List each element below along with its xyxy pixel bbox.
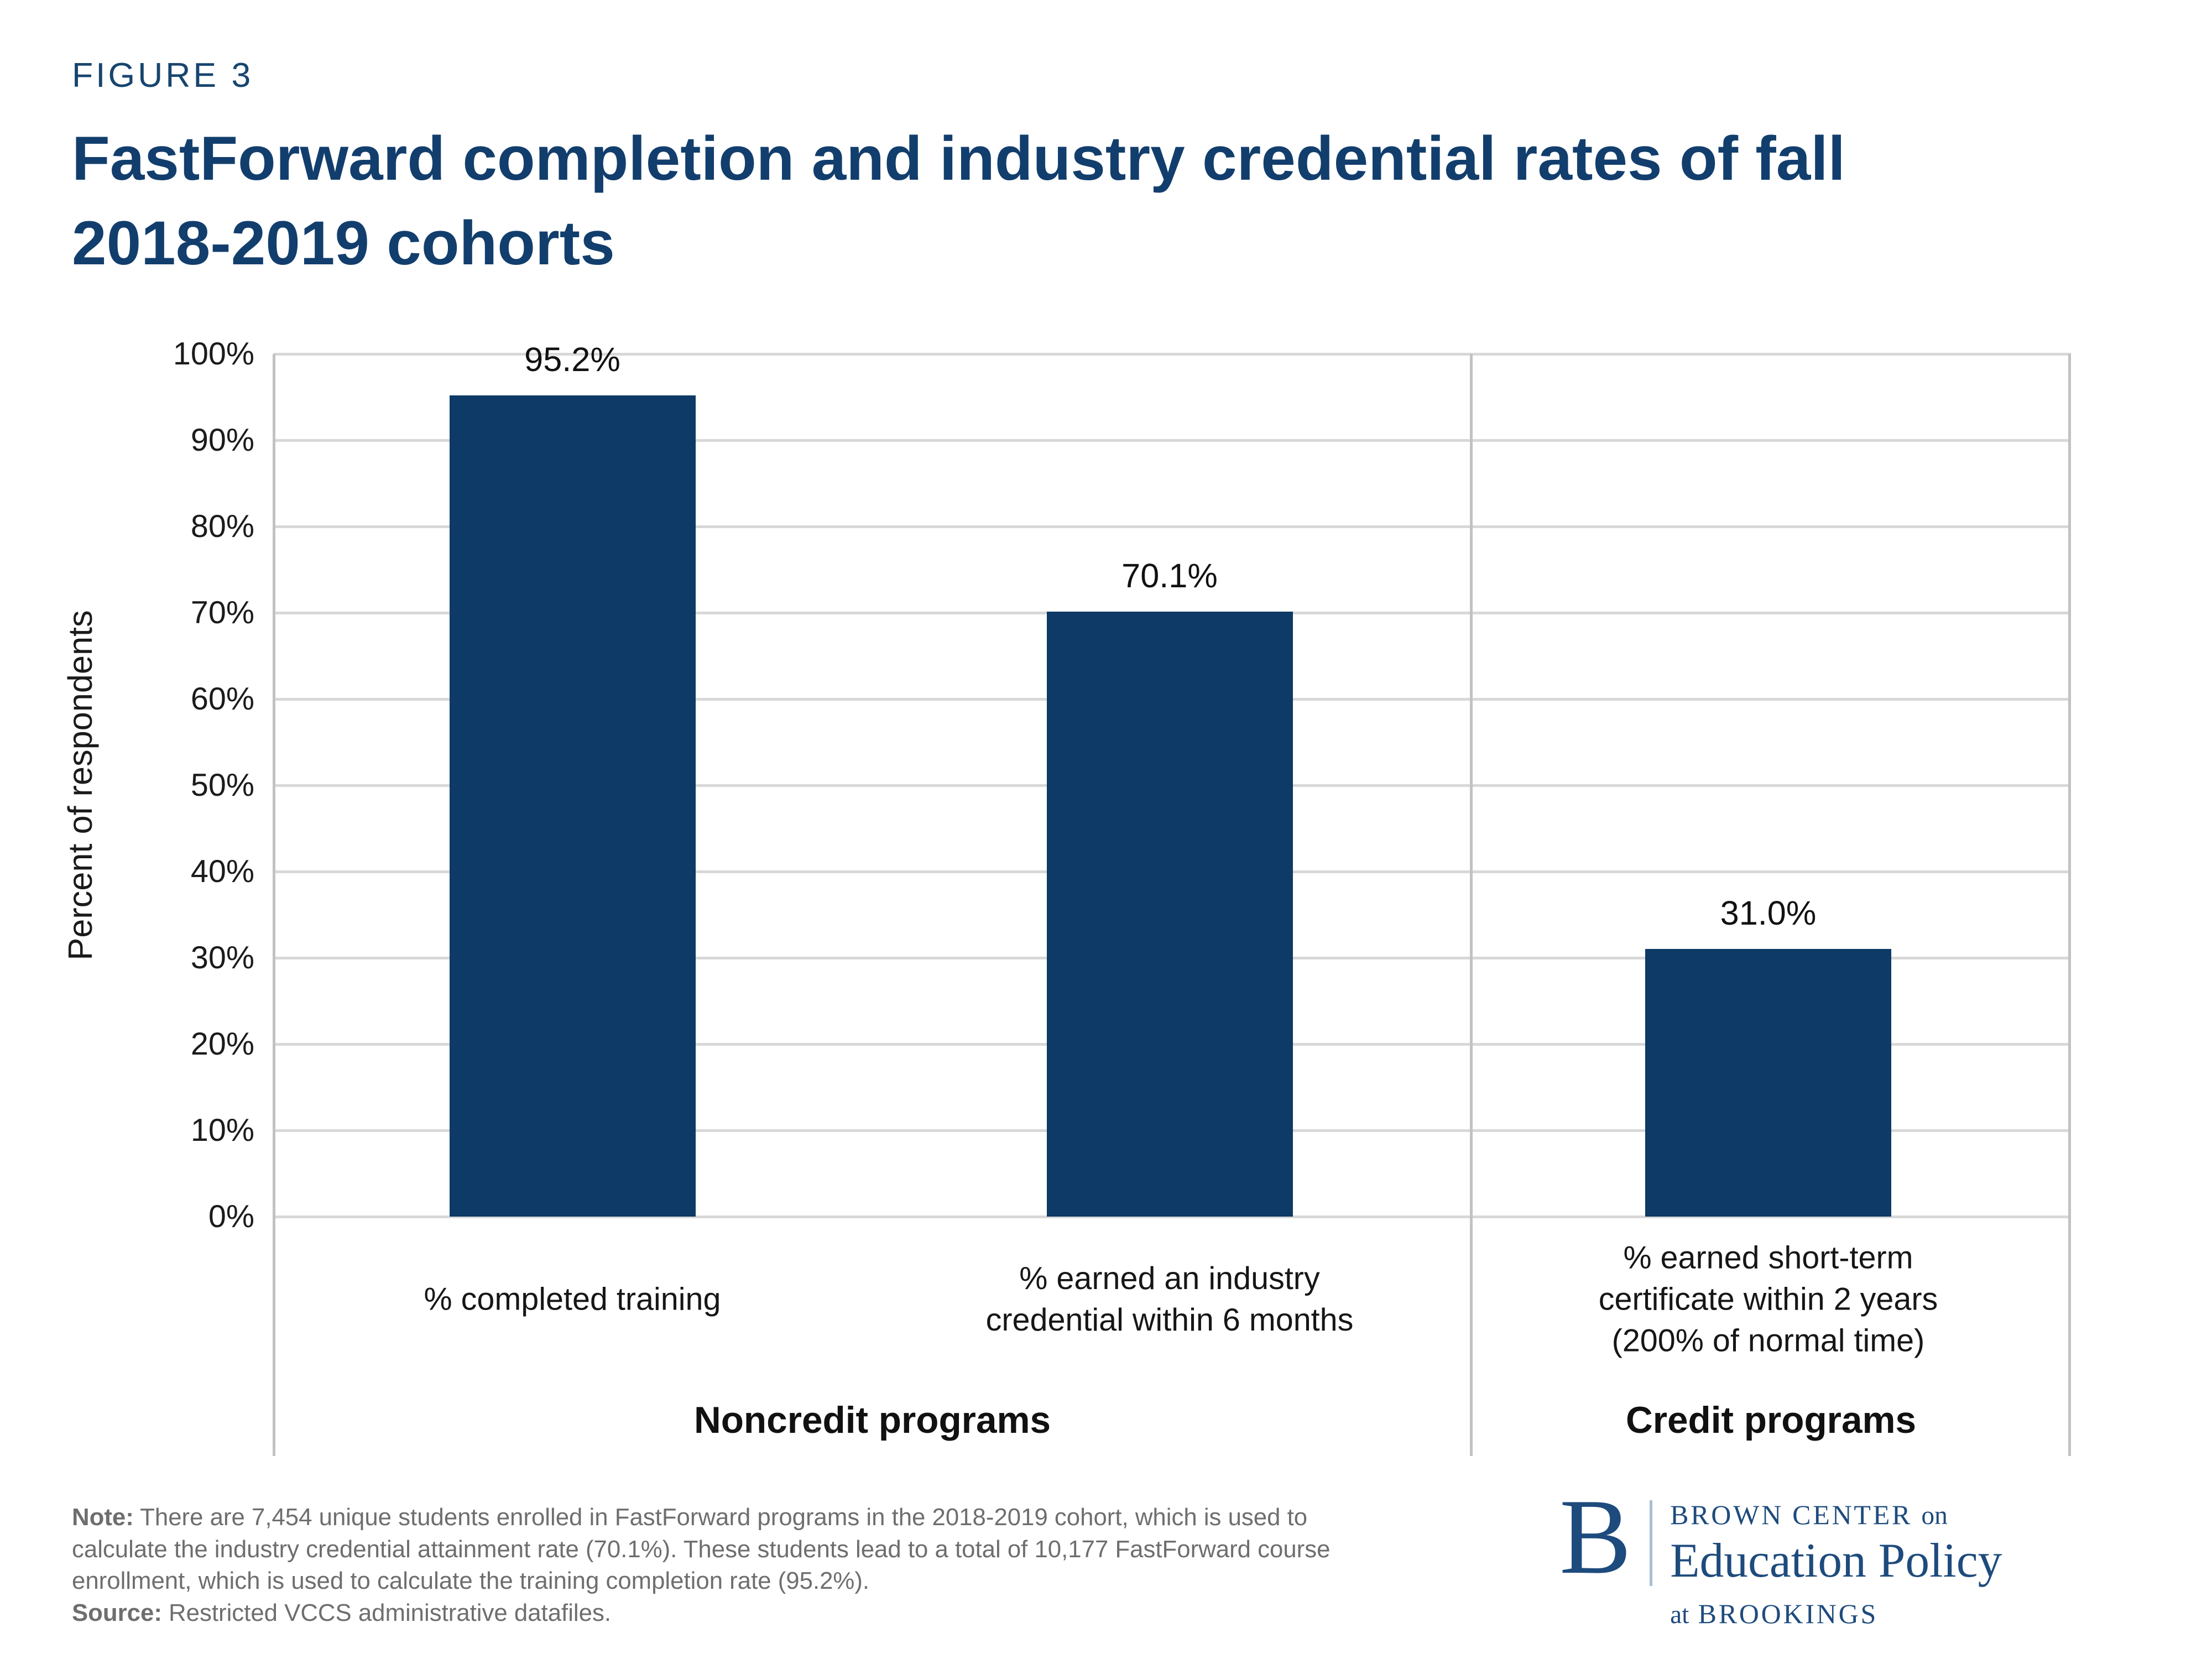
y-tick-label: 50%	[190, 768, 254, 803]
bar-category-label-line: % completed training	[424, 1281, 721, 1317]
bar-value-label: 95.2%	[524, 340, 620, 378]
bar-category-label-line: certificate within 2 years	[1598, 1281, 1938, 1317]
logo-b-mark: B	[1559, 1477, 1632, 1597]
chart-title-line-1: FastForward completion and industry cred…	[72, 123, 1845, 193]
y-tick-label: 10%	[190, 1113, 254, 1148]
y-tick-label: 40%	[190, 854, 254, 889]
logo-education-policy: Education Policy	[1670, 1533, 2002, 1587]
y-tick-label: 90%	[190, 422, 254, 458]
note: Note: There are 7,454 unique students en…	[72, 1501, 1330, 1629]
y-tick-label: 60%	[190, 681, 254, 717]
plot-area: 95.2% 70.1% 31.0%	[274, 341, 2071, 1218]
bar-category-label: % earned an industry credential within 6 …	[986, 1258, 1354, 1341]
note-line-3: enrollment, which is used to calculate t…	[72, 1567, 870, 1594]
y-tick-label: 30%	[190, 940, 254, 975]
bar-category-label-line: % earned short-term	[1623, 1240, 1913, 1276]
bar-category-label-line: (200% of normal time)	[1611, 1323, 1925, 1359]
brookings-logo: B BROWN CENTER on Education Policy at BR…	[1559, 1477, 2002, 1630]
logo-brown-center-line: BROWN CENTER on	[1670, 1499, 1948, 1530]
bar	[1046, 612, 1293, 1217]
bar	[1645, 949, 1891, 1217]
bar-category-label-line: % earned an industry	[1019, 1261, 1320, 1296]
chart-title: FastForward completion and industry cred…	[72, 116, 1845, 285]
note-line-1: Note: There are 7,454 unique students en…	[72, 1504, 1308, 1531]
y-tick-label: 0%	[208, 1199, 254, 1234]
gridline	[274, 525, 2071, 528]
y-axis-line	[272, 354, 275, 1456]
y-tick-label: 80%	[190, 509, 254, 544]
figure-label: FIGURE 3	[72, 56, 254, 95]
note-line-2: calculate the industry credential attain…	[72, 1535, 1331, 1563]
gridline	[274, 439, 2071, 442]
plot-right-border	[2068, 354, 2071, 1456]
bar-category-label: % earned short-term certificate within 2 …	[1599, 1238, 1938, 1362]
y-tick-label: 20%	[190, 1026, 254, 1062]
gridline	[274, 352, 2071, 356]
panel-divider-line	[1469, 354, 1473, 1456]
bar	[449, 395, 696, 1217]
source-line: Source: Restricted VCCS administrative d…	[72, 1599, 611, 1626]
group-label-noncredit: Noncredit programs	[693, 1400, 1051, 1441]
bar-category-label-line: credential within 6 months	[985, 1302, 1354, 1338]
group-label-credit: Credit programs	[1625, 1400, 1917, 1441]
gridline	[274, 1215, 2071, 1218]
bar-value-label: 31.0%	[1720, 894, 1817, 932]
y-tick-label: 70%	[190, 595, 254, 630]
y-axis-tick-labels: 100% 90% 80% 70% 60% 50% 40% 30% 20% 10% 0%	[83, 336, 254, 1234]
chart-title-line-2: 2018-2019 cohorts	[72, 208, 615, 278]
logo-at-brookings: at BROOKINGS	[1670, 1598, 1879, 1629]
logo-divider-rule	[1649, 1500, 1652, 1586]
y-tick-label: 100%	[173, 336, 254, 372]
bar-value-label: 70.1%	[1121, 557, 1218, 595]
bar-category-label: % completed training	[424, 1279, 721, 1321]
logo-text: BROWN CENTER on Education Policy at BROO…	[1670, 1496, 2002, 1630]
